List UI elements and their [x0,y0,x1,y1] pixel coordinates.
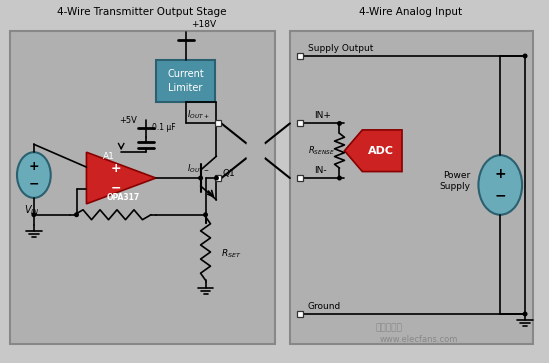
Text: −: − [111,182,121,195]
Text: +18V: +18V [191,20,216,29]
Bar [297,53,303,59]
Polygon shape [86,152,156,204]
Circle shape [214,176,219,180]
Circle shape [203,212,208,217]
Circle shape [31,212,36,217]
Text: $I_{OUT-}$: $I_{OUT-}$ [187,163,210,175]
Text: −: − [495,188,506,202]
Bar [297,175,303,181]
Bar [297,121,303,126]
Polygon shape [344,130,402,172]
Circle shape [523,311,528,317]
Bar [215,121,221,126]
Text: $R_{SENSE}$: $R_{SENSE}$ [308,144,335,157]
Text: Ground: Ground [308,302,341,310]
Ellipse shape [17,152,51,198]
Text: OPA317: OPA317 [107,193,140,203]
Bar [156,60,215,102]
Text: $V_{IN}$: $V_{IN}$ [24,203,40,217]
Text: ADC: ADC [368,146,394,156]
Bar [290,31,533,344]
Circle shape [337,176,342,180]
Circle shape [337,121,342,126]
Text: IN-: IN- [313,166,326,175]
Text: 4-Wire Transmitter Output Stage: 4-Wire Transmitter Output Stage [57,7,227,17]
Bar [215,175,221,181]
Text: −: − [29,178,39,191]
Text: 电子发烧友: 电子发烧友 [376,323,402,333]
Circle shape [523,53,528,58]
Text: +: + [111,162,121,175]
Text: 4-Wire Analog Input: 4-Wire Analog Input [360,7,462,17]
Text: +5V: +5V [119,116,137,125]
Text: Power: Power [443,171,470,180]
Bar [10,31,275,344]
Text: Current: Current [167,69,204,79]
Text: IN+: IN+ [313,111,330,120]
Bar [297,311,303,317]
Text: +: + [495,167,506,181]
Text: www.elecfans.com: www.elecfans.com [380,335,458,344]
Circle shape [198,176,203,180]
Text: Q1: Q1 [222,168,235,178]
Text: $I_{OUT+}$: $I_{OUT+}$ [187,108,210,121]
Text: 0.1 μF: 0.1 μF [152,123,176,132]
Circle shape [74,212,79,217]
Text: $R_{SET}$: $R_{SET}$ [221,247,242,260]
Ellipse shape [478,155,522,215]
Text: Supply Output: Supply Output [308,44,373,53]
Text: Supply: Supply [440,183,470,191]
Text: +: + [29,160,39,173]
Ellipse shape [246,136,265,166]
Text: Limiter: Limiter [169,83,203,93]
Text: A1: A1 [103,152,115,161]
